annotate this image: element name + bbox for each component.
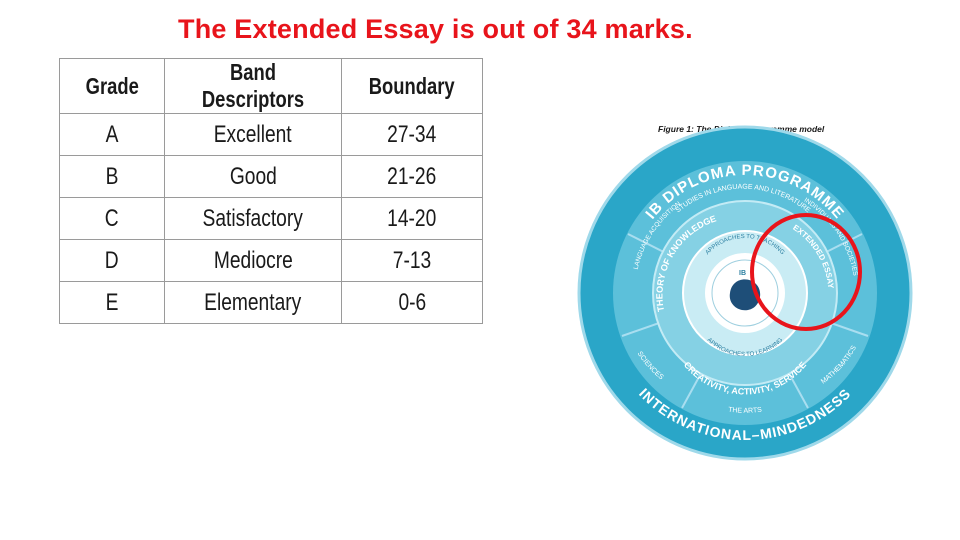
the-arts-label: THE ARTS — [728, 406, 763, 414]
band-cell: Excellent — [164, 113, 342, 156]
boundary-cell: 27-34 — [341, 113, 483, 156]
table-row: D Mediocre 7-13 — [59, 239, 483, 282]
grade-cell: E — [59, 281, 165, 324]
boundary-cell: 14-20 — [341, 197, 483, 240]
column-header: Grade — [59, 58, 165, 114]
dp-model-diagram: Figure 1: The Diploma Programme model IB… — [577, 124, 913, 461]
table-row: B Good 21-26 — [59, 155, 483, 198]
band-cell: Good — [164, 155, 342, 198]
grade-boundaries-table: Grade Band Descriptors Boundary A Excell… — [59, 58, 483, 324]
center-inner-ring — [711, 259, 779, 327]
grade-cell: A — [59, 113, 165, 156]
grade-cell: D — [59, 239, 165, 282]
table-row: E Elementary 0-6 — [59, 281, 483, 324]
boundary-cell: 21-26 — [341, 155, 483, 198]
table-row: C Satisfactory 14-20 — [59, 197, 483, 240]
column-header: Band Descriptors — [164, 58, 342, 114]
highlight-circle — [750, 213, 862, 331]
boundary-cell: 7-13 — [341, 239, 483, 282]
band-cell: Mediocre — [164, 239, 342, 282]
band-cell: Elementary — [164, 281, 342, 324]
column-header: Boundary — [341, 58, 483, 114]
table-header-row: Grade Band Descriptors Boundary — [59, 58, 483, 114]
ib-center-label: IB — [739, 270, 746, 277]
grade-cell: C — [59, 197, 165, 240]
grade-cell: B — [59, 155, 165, 198]
boundary-cell: 0-6 — [341, 281, 483, 324]
dp-model-figure: Figure 1: The Diploma Programme model IB… — [570, 118, 915, 468]
table-row: A Excellent 27-34 — [59, 113, 483, 156]
outer-ring-edge — [577, 125, 913, 461]
slide-title: The Extended Essay is out of 34 marks. — [178, 14, 693, 44]
band-cell: Satisfactory — [164, 197, 342, 240]
